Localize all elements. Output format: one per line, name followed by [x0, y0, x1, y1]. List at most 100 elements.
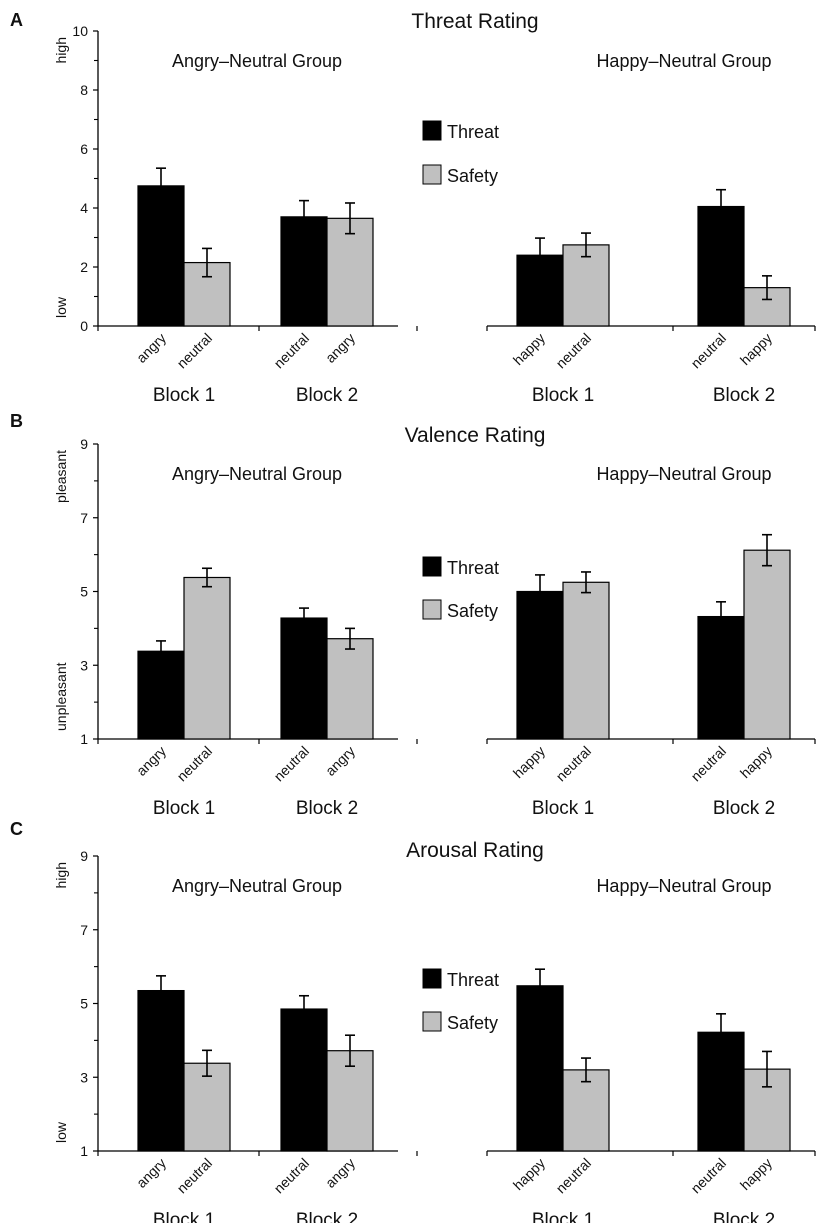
- bar-angry-threat: [137, 650, 185, 740]
- panel-letter: C: [10, 819, 23, 839]
- y-tick-label: 10: [72, 23, 88, 39]
- chart-title: Valence Rating: [405, 424, 546, 447]
- category-label: neutral: [174, 1155, 216, 1197]
- y-high-label: pleasant: [53, 450, 69, 503]
- category-label: neutral: [553, 1155, 595, 1197]
- bar-angry-threat: [137, 185, 185, 327]
- block-label: Block 2: [296, 1210, 358, 1223]
- category-label: neutral: [271, 743, 313, 785]
- bar-neutral-threat: [697, 1031, 745, 1152]
- y-tick-label: 7: [80, 510, 88, 526]
- y-low-label: low: [53, 1121, 69, 1143]
- panel-letter: A: [10, 10, 23, 30]
- y-tick-label: 2: [80, 259, 88, 275]
- category-label: neutral: [553, 330, 595, 372]
- legend-label-threat: Threat: [447, 558, 499, 578]
- legend-swatch-safety: [422, 1011, 442, 1032]
- category-label: neutral: [688, 1155, 730, 1197]
- chart-panel-b: B Valence Rating 1 3 5 7 9 unpleasant pleasant An…: [10, 411, 816, 819]
- legend-label-threat: Threat: [447, 122, 499, 142]
- legend: Threat Safety: [422, 968, 499, 1033]
- block-label: Block 1: [153, 385, 215, 406]
- category-label: angry: [133, 743, 169, 779]
- bar-happy-threat: [516, 985, 564, 1152]
- legend-label-safety: Safety: [447, 166, 498, 186]
- legend: Threat Safety: [422, 120, 499, 186]
- bar-angry-safety: [326, 217, 374, 327]
- legend-label-threat: Threat: [447, 970, 499, 990]
- y-low-label: low: [53, 296, 69, 318]
- y-high-label: high: [53, 37, 69, 63]
- y-tick-label: 3: [80, 1069, 88, 1085]
- bar-neutral-threat: [280, 617, 328, 740]
- bar-angry-safety: [326, 1050, 374, 1152]
- category-label: happy: [510, 330, 548, 368]
- category-label: happy: [737, 1155, 775, 1193]
- block-label: Block 2: [713, 385, 775, 406]
- block-label: Block 1: [153, 1210, 215, 1223]
- bar-neutral-threat: [697, 205, 745, 327]
- y-tick-label: 5: [80, 584, 88, 600]
- block-label: Block 1: [532, 385, 594, 406]
- y-high-label: high: [53, 862, 69, 888]
- group-title: Happy–Neutral Group: [596, 876, 771, 896]
- panel-letter: B: [10, 411, 23, 431]
- y-tick-label: 4: [80, 200, 88, 216]
- bar-happy-safety: [743, 549, 791, 740]
- category-label: angry: [133, 1155, 169, 1191]
- chart-title: Threat Rating: [411, 10, 538, 33]
- legend-label-safety: Safety: [447, 1013, 498, 1033]
- group-title: Angry–Neutral Group: [172, 464, 342, 484]
- category-label: angry: [133, 330, 169, 366]
- category-label: neutral: [688, 743, 730, 785]
- block-label: Block 2: [713, 798, 775, 819]
- category-label: happy: [510, 743, 548, 781]
- legend-swatch-safety: [422, 599, 442, 620]
- category-label: neutral: [174, 743, 216, 785]
- block-label: Block 2: [296, 798, 358, 819]
- group-title: Happy–Neutral Group: [596, 464, 771, 484]
- category-label: angry: [322, 330, 358, 366]
- chart-panel-c: C Arousal Rating 1 3 5 7 9 low high Angry–Neutral…: [10, 819, 816, 1223]
- y-tick-label: 7: [80, 922, 88, 938]
- legend-swatch-threat: [422, 556, 442, 577]
- category-label: neutral: [688, 330, 730, 372]
- category-label: happy: [737, 330, 775, 368]
- y-tick-label: 0: [80, 318, 88, 334]
- block-label: Block 1: [532, 1210, 594, 1223]
- bar-neutral-safety: [562, 1069, 610, 1152]
- legend: Threat Safety: [422, 556, 499, 621]
- category-label: neutral: [271, 330, 313, 372]
- chart-title: Arousal Rating: [406, 839, 544, 862]
- block-label: Block 2: [713, 1210, 775, 1223]
- bar-angry-threat: [137, 989, 185, 1152]
- bar-neutral-safety: [183, 1062, 231, 1152]
- legend-swatch-safety: [422, 164, 442, 185]
- category-label: neutral: [271, 1155, 313, 1197]
- bar-neutral-safety: [562, 581, 610, 740]
- bar-neutral-threat: [697, 615, 745, 740]
- group-title: Happy–Neutral Group: [596, 51, 771, 71]
- block-label: Block 2: [296, 385, 358, 406]
- category-label: happy: [510, 1155, 548, 1193]
- y-low-label: unpleasant: [53, 662, 69, 731]
- chart-panel-a: A Threat Rating 0 2 4 6 8 10 low high Angry–Neutra…: [10, 10, 816, 406]
- y-tick-label: 8: [80, 82, 88, 98]
- bar-neutral-safety: [562, 244, 610, 327]
- category-label: angry: [322, 1155, 358, 1191]
- category-label: angry: [322, 743, 358, 779]
- group-title: Angry–Neutral Group: [172, 876, 342, 896]
- bar-neutral-threat: [280, 216, 328, 327]
- category-label: neutral: [174, 330, 216, 372]
- legend-label-safety: Safety: [447, 601, 498, 621]
- legend-swatch-threat: [422, 968, 442, 989]
- legend-swatch-threat: [422, 120, 442, 141]
- bar-angry-safety: [326, 638, 374, 740]
